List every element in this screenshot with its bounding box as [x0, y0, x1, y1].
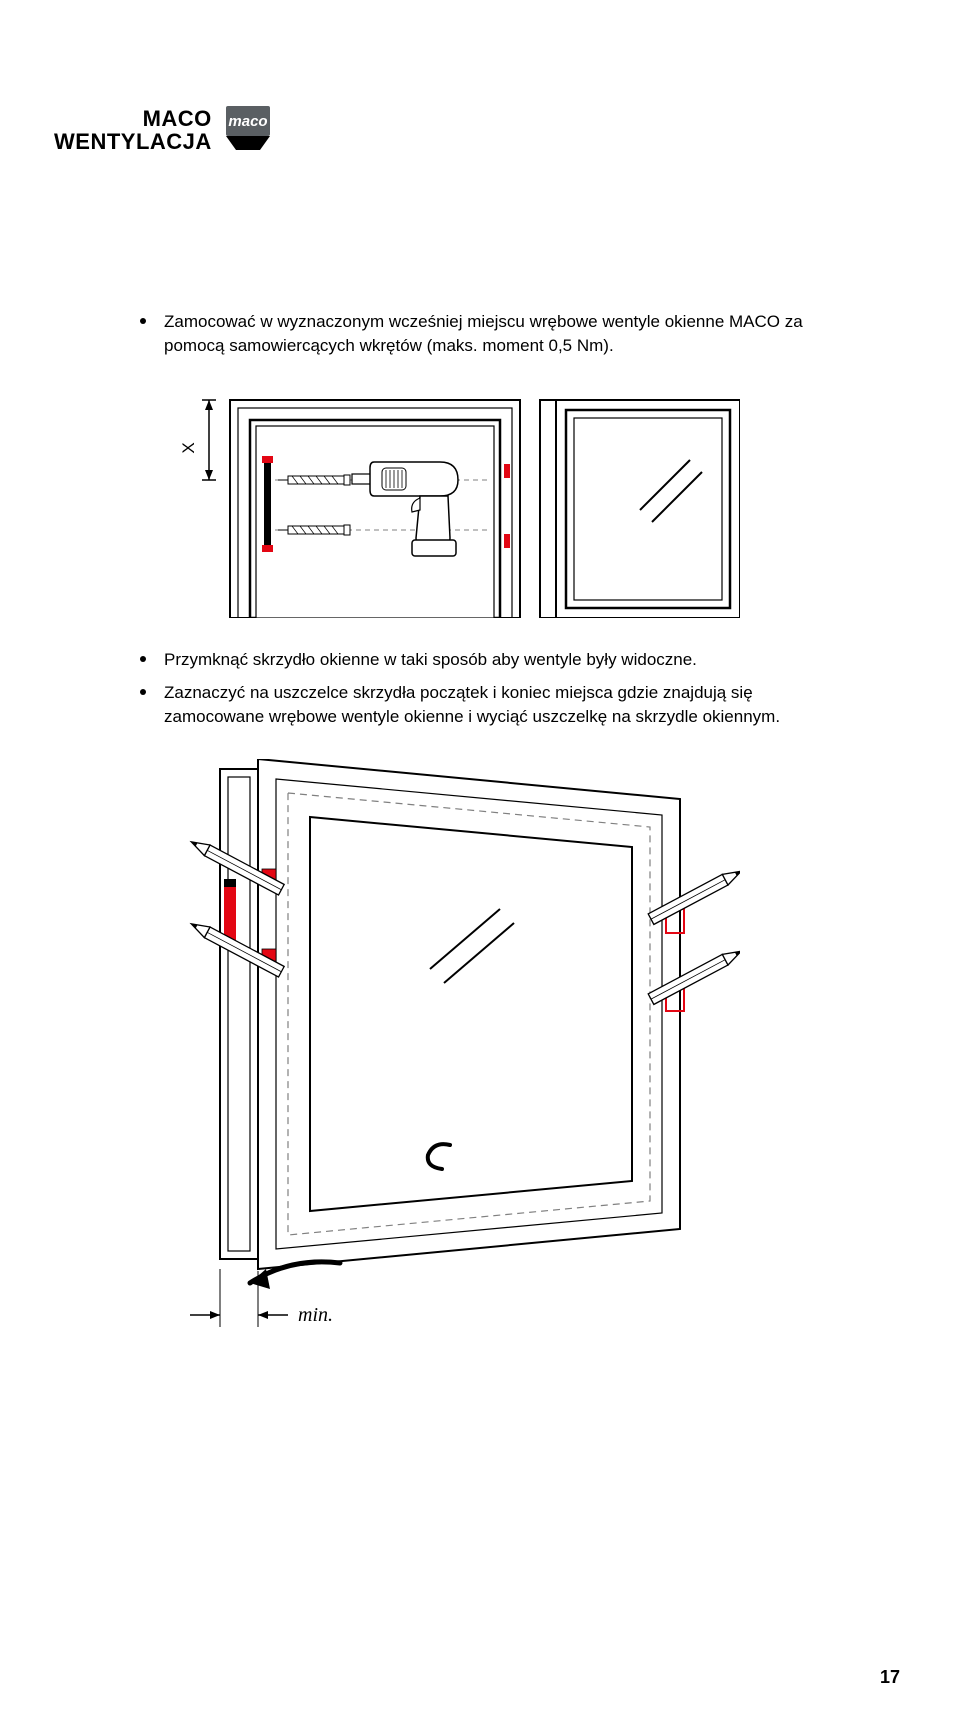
- content-area: Zamocować w wyznaczonym wcześniej miejsc…: [140, 310, 820, 1379]
- bullet-item-2: Przymknąć skrzydło okienne w taki sposób…: [140, 648, 820, 672]
- header-line2: WENTYLACJA: [54, 130, 212, 153]
- header-line1: MACO: [54, 107, 212, 130]
- figure-mark-gasket: min.: [180, 759, 820, 1349]
- header-logo: MACO WENTYLACJA maco: [54, 100, 278, 160]
- page-number: 17: [880, 1667, 900, 1688]
- svg-text:maco: maco: [228, 113, 267, 130]
- para2-text: Przymknąć skrzydło okienne w taki sposób…: [164, 648, 697, 672]
- bullet-dot: [140, 656, 146, 662]
- maco-logo-icon: maco: [218, 100, 278, 160]
- bullet-dot: [140, 689, 146, 695]
- para1-text: Zamocować w wyznaczonym wcześniej miejsc…: [164, 310, 820, 358]
- bullet-item-1: Zamocować w wyznaczonym wcześniej miejsc…: [140, 310, 820, 358]
- svg-text:min.: min.: [298, 1304, 333, 1326]
- figure-drill-install: X: [180, 388, 820, 618]
- bullet-item-3: Zaznaczyć na uszczelce skrzydła początek…: [140, 681, 820, 729]
- bullet-dot: [140, 318, 146, 324]
- para3-text: Zaznaczyć na uszczelce skrzydła początek…: [164, 681, 820, 729]
- header-brand-text: MACO WENTYLACJA: [54, 107, 212, 153]
- svg-text:X: X: [180, 442, 198, 453]
